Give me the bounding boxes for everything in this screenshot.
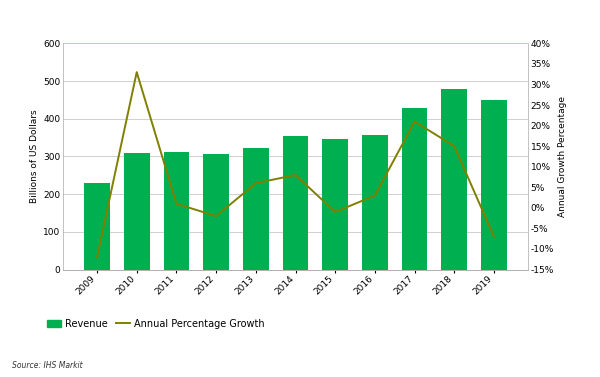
Bar (124, 153, 149, 270)
Text: Source: IHS Markit: Source: IHS Markit (12, 361, 83, 370)
Bar (322, 139, 348, 270)
Bar (362, 135, 388, 270)
Legend: Revenue, Annual Percentage Growth: Revenue, Annual Percentage Growth (47, 319, 265, 329)
Bar (203, 154, 229, 270)
Y-axis label: Annual Growth Percentage: Annual Growth Percentage (559, 96, 568, 217)
Bar (164, 152, 190, 270)
Text: Annual Semiconductor Revenue Forecast (in Billions of US Dollars): Annual Semiconductor Revenue Forecast (i… (5, 8, 397, 21)
Bar (481, 100, 507, 270)
Bar (401, 108, 427, 270)
Bar (442, 89, 467, 270)
Bar (243, 148, 269, 270)
Bar (283, 136, 308, 270)
Y-axis label: Billions of US Dollars: Billions of US Dollars (30, 110, 39, 203)
Bar (84, 183, 110, 270)
